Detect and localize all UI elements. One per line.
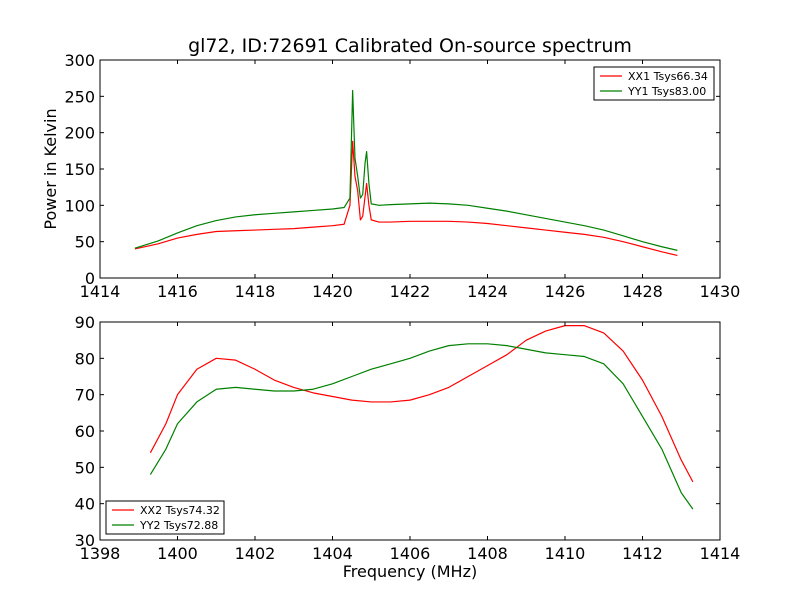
x-tick-label: 1422: [390, 282, 431, 301]
legend-box: [105, 500, 225, 535]
y-tick-label: 50: [75, 233, 95, 252]
x-tick-label: 1398: [80, 544, 121, 563]
y-tick-label: 200: [64, 124, 95, 143]
legend-label: YY1 Tsys83.00: [627, 85, 706, 98]
legend-label: YY2 Tsys72.88: [139, 519, 218, 532]
y-tick-label: 30: [75, 531, 95, 550]
y-tick-label: 60: [75, 422, 95, 441]
legend: XX1 Tsys66.34 YY1 Tsys83.00: [593, 66, 715, 101]
series-line-1: [134, 140, 678, 257]
series-line-2: [149, 343, 694, 510]
x-tick-label: 1400: [157, 544, 198, 563]
chart-2: 1398 1400 1402 1404 1406 1408 1410 1412 1414 30 40…: [75, 313, 741, 581]
x-tick-label: 1414: [80, 282, 121, 301]
x-axis-label: Frequency (MHz): [343, 562, 477, 581]
x-tick-label: 1404: [312, 544, 353, 563]
y-tick-label: 90: [75, 313, 95, 332]
legend-label: XX2 Tsys74.32: [140, 504, 220, 517]
y-tick-label: 0: [85, 269, 95, 288]
x-tick-label: 1426: [545, 282, 586, 301]
x-tick-label: 1416: [157, 282, 198, 301]
x-tick-label: 1410: [545, 544, 586, 563]
x-tick-label: 1418: [235, 282, 276, 301]
chart-title: gl72, ID:72691 Calibrated On-source spec…: [188, 35, 632, 57]
legend: XX2 Tsys74.32 YY2 Tsys72.88: [105, 500, 225, 535]
chart-1: 1414 1416 1418 1420 1422 1424 1426 1428 1430 0 50 1…: [41, 35, 740, 301]
series-line-1: [149, 325, 694, 483]
y-tick-label: 150: [64, 160, 95, 179]
x-tick-label: 1412: [622, 544, 663, 563]
legend-label: XX1 Tsys66.34: [628, 70, 708, 83]
x-tick-label: 1414: [700, 544, 741, 563]
y-tick-label: 250: [64, 87, 95, 106]
y-tick-label: 70: [75, 386, 95, 405]
y-tick-label: 40: [75, 495, 95, 514]
y-tick-label: 80: [75, 349, 95, 368]
x-tick-label: 1430: [700, 282, 741, 301]
legend-box: [593, 66, 715, 101]
x-tick-label: 1428: [622, 282, 663, 301]
x-tick-label: 1408: [467, 544, 508, 563]
x-tick-label: 1424: [467, 282, 508, 301]
y-tick-label: 50: [75, 458, 95, 477]
x-tick-label: 1420: [312, 282, 353, 301]
x-tick-label: 1406: [390, 544, 431, 563]
y-tick-label: 100: [64, 196, 95, 215]
x-tick-label: 1402: [235, 544, 276, 563]
y-tick-label: 300: [64, 51, 95, 70]
series-line-2: [134, 89, 678, 251]
y-axis-label: Power in Kelvin: [41, 108, 60, 229]
